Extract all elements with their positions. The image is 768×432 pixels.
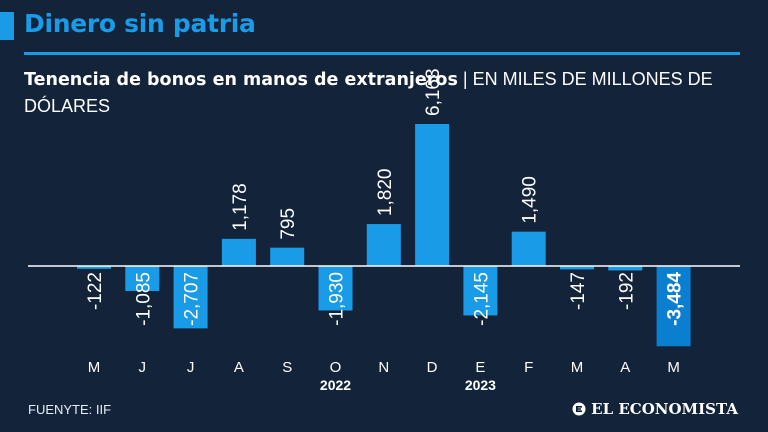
value-label-11: -147: [568, 272, 589, 310]
bar-5: [270, 247, 305, 266]
category-label-8: D: [427, 359, 438, 376]
chart-title-unit: EN MILES DE MILLONES DE DÓLARES: [24, 69, 713, 116]
value-label-12: -192: [616, 272, 637, 310]
value-label-6: -1,930: [327, 272, 348, 326]
value-label-5: 795: [278, 208, 299, 240]
bar-13: [656, 266, 691, 347]
bar-4: [221, 238, 256, 266]
bar-7: [366, 224, 401, 266]
bar-2: [125, 266, 160, 291]
category-label-1: M: [88, 359, 101, 376]
category-label-5: S: [282, 359, 292, 376]
category-label-6: O: [330, 359, 342, 376]
category-label-13: M: [667, 359, 680, 376]
brand-logo-icon: [572, 402, 586, 416]
value-label-4: 1,178: [230, 183, 251, 231]
category-label-4: A: [234, 359, 244, 376]
bar-11: [560, 266, 594, 270]
chart-title: Tenencia de bonos en manos de extranjero…: [24, 66, 744, 119]
brand-name: EL ECONOMISTA: [591, 400, 738, 418]
value-label-3: -2,707: [182, 272, 203, 326]
value-label-1: -122: [85, 272, 106, 310]
source-note: FUENYTE: IIF: [28, 402, 112, 417]
category-label-7: N: [378, 359, 389, 376]
bar-1: [77, 266, 111, 269]
bar-8: [415, 124, 450, 266]
value-label-7: 1,820: [375, 169, 396, 217]
value-label-9: -2,145: [471, 272, 492, 326]
accent-block: [0, 12, 14, 40]
value-label-13: -3,484: [665, 272, 686, 326]
category-label-10: F: [524, 359, 533, 376]
category-label-9: E: [475, 359, 485, 376]
category-label-3: J: [187, 359, 195, 376]
year-label-2022: 2022: [320, 377, 351, 393]
brand: EL ECONOMISTA: [572, 400, 738, 418]
title-rule: [24, 52, 740, 55]
category-label-12: A: [620, 359, 630, 376]
value-label-2: -1,085: [133, 272, 154, 326]
category-label-2: J: [139, 359, 147, 376]
bar-6: [318, 266, 353, 311]
value-label-10: 1,490: [520, 176, 541, 224]
year-label-2023: 2023: [465, 377, 496, 393]
category-label-11: M: [571, 359, 584, 376]
headline: Dinero sin patria: [24, 9, 256, 38]
bar-12: [608, 266, 643, 271]
chart-title-main: Tenencia de bonos en manos de extranjero…: [24, 70, 458, 90]
chart-title-separator: |: [462, 69, 468, 89]
bar-10: [511, 231, 546, 266]
bar-3: [173, 266, 208, 329]
bar-9: [463, 266, 498, 316]
value-label-8: 6,163: [423, 68, 444, 116]
